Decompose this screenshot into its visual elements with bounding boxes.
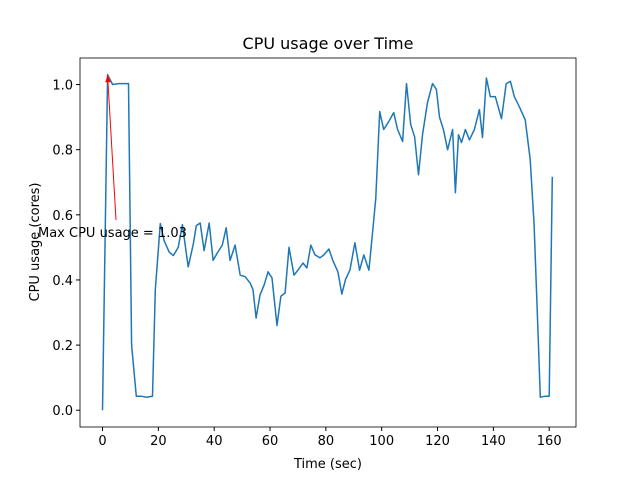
annotation-text: Max CPU usage = 1.03 xyxy=(38,226,187,241)
axes-frame xyxy=(79,57,577,428)
chart-title: CPU usage over Time xyxy=(243,34,414,53)
data-line xyxy=(101,74,554,411)
x-tick-label: 0 xyxy=(98,434,106,449)
x-tick-label: 60 xyxy=(262,434,279,449)
y-tick-label: 0.2 xyxy=(52,339,73,354)
x-tick-label: 20 xyxy=(150,434,167,449)
x-tick-label: 80 xyxy=(318,434,335,449)
y-tick-label: 0.4 xyxy=(52,274,73,289)
y-tick-label: 0.8 xyxy=(52,144,73,159)
x-tick-label: 160 xyxy=(537,434,562,449)
y-axis-label: CPU usage (cores) xyxy=(28,183,43,302)
x-tick-label: 40 xyxy=(206,434,223,449)
y-tick-label: 0.6 xyxy=(52,209,73,224)
x-axis-label: Time (sec) xyxy=(293,457,362,472)
x-tick-label: 100 xyxy=(369,434,394,449)
annotation-arrowhead xyxy=(105,74,111,83)
x-tick-label: 140 xyxy=(481,434,506,449)
x-tick-label: 120 xyxy=(425,434,450,449)
y-tick-label: 0.0 xyxy=(52,404,73,419)
annotation-arrow xyxy=(107,74,117,221)
y-tick-label: 1.0 xyxy=(52,79,73,94)
